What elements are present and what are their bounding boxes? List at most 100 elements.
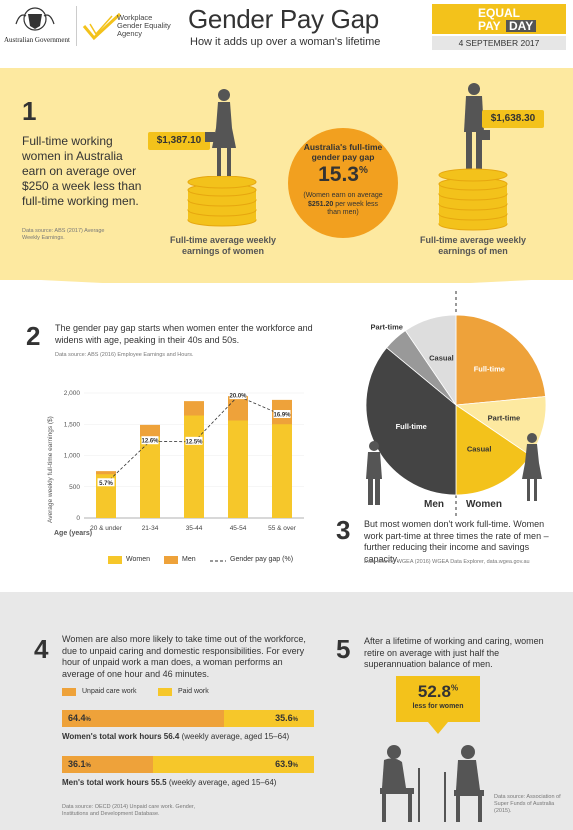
- epd-pay: PAY: [478, 19, 501, 33]
- work-type-pie: Full-time Part-time Casual Full-time Part-ti…: [365, 291, 547, 519]
- chart-ylabel: Average weekly full-time earnings ($): [47, 416, 54, 523]
- chart-xlabel: Age (years): [54, 530, 92, 537]
- coat-of-arms-icon: [15, 7, 55, 31]
- men-total-hours: Men's total work hours 55.5 (weekly aver…: [62, 778, 276, 787]
- x-tick-label: 45-54: [230, 525, 247, 532]
- section-number: 2: [26, 321, 41, 351]
- header-divider: [76, 6, 77, 46]
- legend-unpaid-swatch: [62, 688, 76, 696]
- gap-label-text: 20.0%: [229, 394, 247, 400]
- y-tick-label: 0: [76, 515, 80, 522]
- pie-label-men: Casual: [429, 354, 454, 363]
- x-tick-label: 20 & under: [90, 525, 123, 532]
- gap-line: [105, 395, 283, 484]
- gap-label-bg: [273, 410, 291, 419]
- super-source: Data source: Association of Super Funds …: [494, 794, 561, 814]
- gap-label-text: 12.6%: [141, 439, 159, 445]
- section-unpaid-super: 4 Women are also more likely to take tim…: [0, 592, 573, 830]
- pie-women-label: Women: [466, 499, 502, 510]
- women-work-bar: 64.4% 35.6%: [62, 710, 314, 727]
- x-tick-label: 21-34: [142, 525, 159, 532]
- page-title: Gender Pay Gap: [188, 4, 379, 34]
- women-paid-segment: 35.6%: [224, 710, 314, 727]
- women-total-note: (weekly average, aged 15–64): [179, 732, 290, 741]
- y-tick-label: 500: [69, 484, 80, 491]
- legend-women-swatch: [108, 556, 122, 564]
- gap-data-label: 5.7%: [97, 478, 115, 487]
- agency-line: Workplace: [117, 13, 153, 22]
- agency-name: Workplace Gender Equality Agency: [117, 14, 177, 38]
- y-tick-label: 1,500: [64, 421, 81, 428]
- gap-label-bg: [185, 436, 203, 445]
- women-unpaid-segment: 64.4%: [62, 710, 225, 727]
- section-number: 3: [336, 515, 351, 545]
- legend-paid-label: Paid work: [178, 688, 209, 695]
- pie-label-men: Part-time: [370, 322, 403, 331]
- page-subtitle: How it adds up over a woman's lifetime: [190, 36, 381, 48]
- age-chart-text: The gender pay gap starts when women ent…: [55, 323, 313, 345]
- section-age-chart: 2 The gender pay gap starts when women e…: [0, 283, 573, 588]
- epd-day: DAY: [506, 20, 537, 32]
- pay-gap-note-text: (Women earn on average: [303, 192, 383, 199]
- legend-gap-label: Gender pay gap (%): [230, 556, 294, 563]
- women-total-hours: Women's total work hours 56.4 (weekly av…: [62, 732, 289, 741]
- pie-slice-men: [404, 314, 457, 407]
- pay-gap-note-amount: $251.20: [307, 200, 334, 208]
- gap-data-label: 20.0%: [229, 391, 247, 400]
- pct-sign: %: [292, 717, 298, 723]
- pct-sign: %: [85, 717, 91, 723]
- gap-label-text: 16.9%: [273, 413, 291, 419]
- woman-silhouette-icon: [205, 89, 236, 176]
- agency-line: Agency: [117, 29, 143, 38]
- men-paid-segment: 63.9%: [152, 756, 314, 773]
- y-tick-label: 1,000: [64, 453, 81, 460]
- agency-line: Gender Equality: [117, 21, 171, 30]
- bar-women: [228, 420, 248, 518]
- pay-gap-circle: Australia's full-time gender pay gap 15.…: [288, 128, 398, 238]
- x-tick-label: 35-44: [186, 525, 203, 532]
- men-unpaid-segment: 36.1%: [62, 756, 153, 773]
- pct-sign: %: [85, 763, 91, 769]
- pct-sign: %: [450, 683, 459, 693]
- super-callout-bubble: [396, 676, 480, 734]
- gap-label-bg: [97, 478, 115, 487]
- section-number: 1: [22, 96, 37, 126]
- men-earnings-tag: $1,638.30: [482, 110, 544, 128]
- unpaid-work-source: Data source: OECD (2014) Unpaid care wor…: [62, 804, 195, 817]
- pay-gap-number: 15.3: [318, 163, 359, 186]
- gap-data-label: 16.9%: [273, 410, 291, 419]
- earnings-source: Data source: ABS (2017) Average Weekly E…: [22, 228, 105, 241]
- pay-gap-note-text: per week less than men): [327, 200, 379, 217]
- pie-label-men: Full-time: [396, 422, 427, 431]
- legend-women-label: Women: [126, 556, 150, 563]
- work-type-text: But most women don't work full-time. Wom…: [364, 519, 549, 564]
- y-tick-label: 2,000: [64, 390, 81, 397]
- pct-sign: %: [292, 763, 298, 769]
- x-tick-label: 55 & over: [268, 525, 297, 532]
- age-chart-source: Data source: ABS (2016) Employee Earning…: [55, 352, 194, 358]
- pie-label-women: Casual: [467, 445, 492, 454]
- earnings-text: Full-time working women in Australia ear…: [22, 134, 142, 208]
- section-earnings: 1 Full-time working women in Australia e…: [0, 68, 573, 280]
- super-gap-number: 52.8: [417, 682, 451, 701]
- woman-silhouette-icon: [522, 433, 542, 501]
- women-unpaid-value: 64.4: [68, 713, 86, 723]
- women-coin-stack-icon: [187, 176, 257, 227]
- work-type-source: Data source: WGEA (2016) WGEA Data Explo…: [364, 559, 530, 565]
- header: Australian Government Workplace Gender E…: [0, 0, 573, 58]
- men-work-bar: 36.1% 63.9%: [62, 756, 314, 773]
- gap-data-label: 12.5%: [185, 436, 203, 445]
- equal-pay-day-badge: EQUAL PAY DAY: [432, 4, 566, 34]
- pay-gap-heading: Australia's full-time gender pay gap: [303, 142, 383, 162]
- super-text: After a lifetime of working and caring, …: [364, 636, 544, 669]
- section-number: 5: [336, 634, 351, 664]
- pay-gap-note: (Women earn on average $251.20 per week …: [302, 192, 384, 218]
- unpaid-work-text: Women are also more likely to take time …: [62, 634, 306, 679]
- bar-women: [184, 415, 204, 518]
- men-paid-value: 63.9: [275, 759, 293, 769]
- gap-label-bg: [229, 391, 247, 400]
- event-date: 4 SEPTEMBER 2017: [432, 36, 566, 50]
- men-coin-stack-icon: [438, 168, 508, 231]
- wgea-tick-logo-icon: [82, 12, 122, 41]
- age-bar-chart: Average weekly full-time earnings ($) Ag…: [47, 390, 304, 537]
